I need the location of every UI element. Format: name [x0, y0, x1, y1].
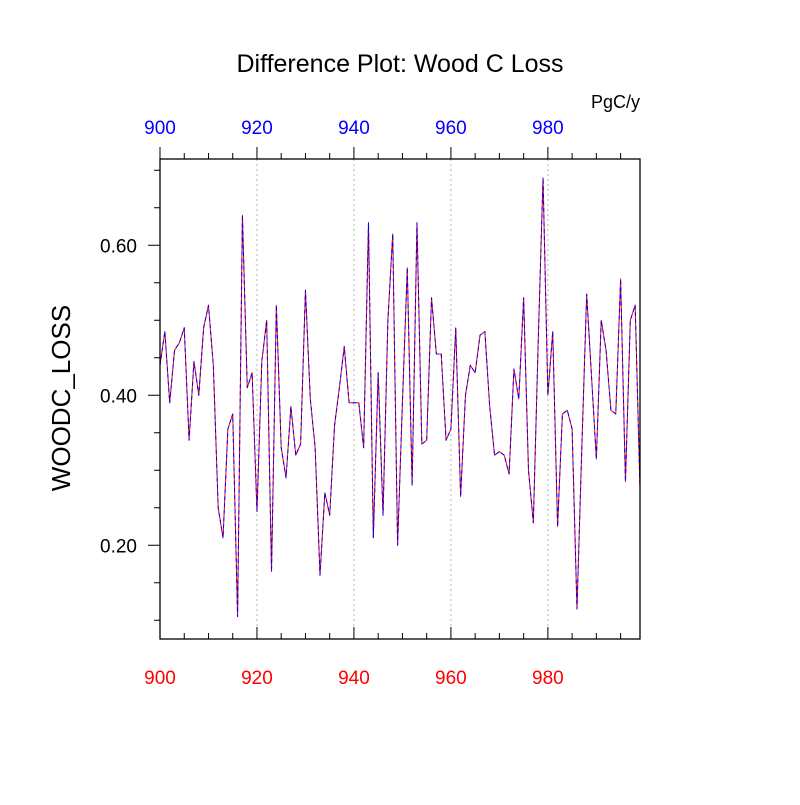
y-axis-label: WOODC_LOSS	[46, 305, 76, 491]
y-tick-label: 0.40	[100, 386, 137, 407]
x-tick-label-bottom: 900	[144, 668, 176, 689]
series-line-1	[159, 177, 641, 617]
y-tick-label: 0.60	[100, 236, 137, 257]
x-tick-label-bottom: 920	[241, 668, 273, 689]
x-tick-label-bottom: 980	[532, 668, 564, 689]
x-tick-label-top: 900	[144, 118, 176, 139]
plot-frame	[159, 158, 641, 640]
y-tick-label: 0.20	[100, 536, 137, 557]
x-tick-label-bottom: 940	[338, 668, 370, 689]
tick-labels: 900 900 920 920 940 940 960 960 980 980 0.20 0.40 0.…	[100, 118, 564, 689]
x-tick-label-top: 920	[241, 118, 273, 139]
series-line-2	[159, 177, 641, 617]
x-tick-label-top: 980	[532, 118, 564, 139]
x-tick-label-top: 940	[338, 118, 370, 139]
x-tick-label-bottom: 960	[435, 668, 467, 689]
chart-title: Difference Plot: Wood C Loss	[236, 50, 563, 78]
units-label: PgC/y	[591, 92, 640, 112]
series-layer	[159, 177, 641, 617]
axis-ticks	[148, 147, 622, 639]
grid-lines	[256, 159, 549, 639]
x-tick-label-top: 960	[435, 118, 467, 139]
